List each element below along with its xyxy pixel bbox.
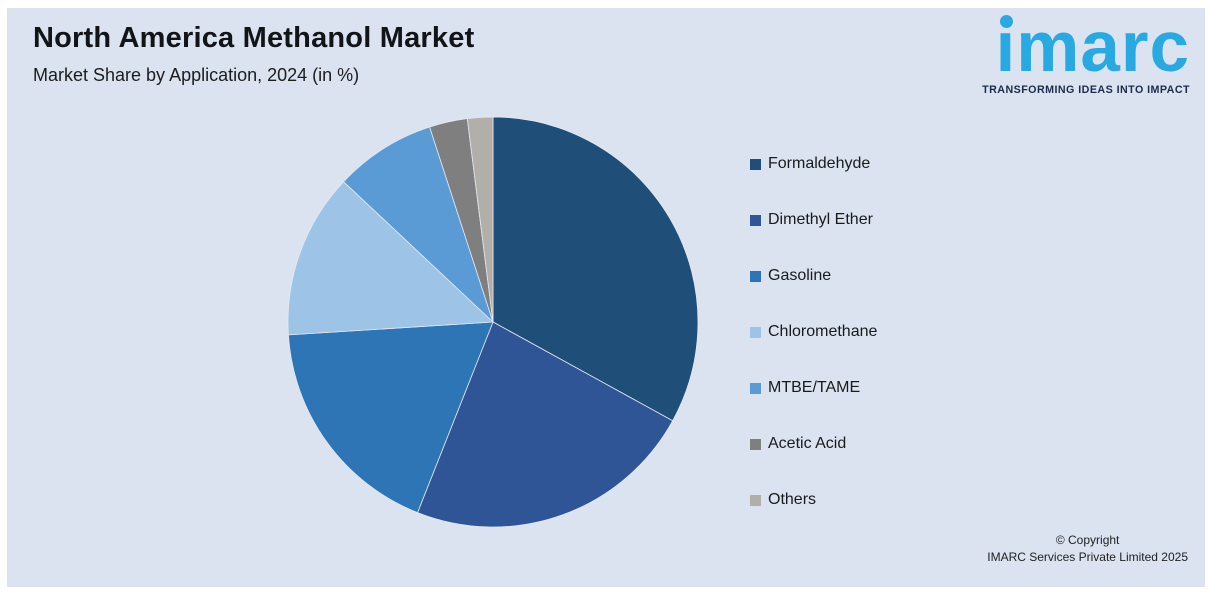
pie-slice-mtbe-tame bbox=[342, 126, 494, 323]
copyright-line2: IMARC Services Private Limited 2025 bbox=[987, 550, 1188, 564]
pie-slice-others bbox=[466, 116, 494, 323]
chart-subtitle: Market Share by Application, 2024 (in %) bbox=[33, 65, 360, 85]
legend-label: Chloromethane bbox=[768, 323, 878, 340]
page-title: North America Methanol Market bbox=[33, 22, 475, 54]
copyright: © Copyright IMARC Services Private Limit… bbox=[987, 532, 1188, 566]
legend-item-gasoline: Gasoline bbox=[750, 266, 877, 286]
legend-label: MTBE/TAME bbox=[768, 379, 861, 396]
chart-canvas: North America Methanol Market Market Sha… bbox=[7, 8, 1205, 587]
legend-swatch-icon bbox=[750, 214, 761, 226]
imarc-logo: ımarc TRANSFORMING IDEAS INTO IMPACT bbox=[950, 12, 1190, 96]
pie-chart bbox=[287, 116, 699, 528]
pie-slice-chloromethane bbox=[287, 181, 494, 336]
legend-label: Gasoline bbox=[768, 267, 832, 284]
legend-swatch-icon bbox=[750, 158, 761, 170]
legend-item-mtbe-tame: MTBE/TAME bbox=[750, 378, 877, 398]
legend-item-chloromethane: Chloromethane bbox=[750, 322, 877, 342]
legend: Formaldehyde Dimethyl Ether Gasoline Chloro… bbox=[750, 154, 877, 510]
legend-swatch-icon bbox=[750, 270, 761, 282]
logo-i-dot-icon bbox=[999, 15, 1013, 28]
legend-item-others: Others bbox=[750, 490, 877, 510]
legend-item-acetic-acid: Acetic Acid bbox=[750, 434, 877, 454]
legend-item-dimethyl-ether: Dimethyl Ether bbox=[750, 210, 877, 230]
legend-swatch-icon bbox=[750, 382, 761, 394]
pie-slice-dimethyl-ether bbox=[417, 321, 674, 528]
pie-slice-gasoline bbox=[287, 321, 494, 514]
legend-swatch-icon bbox=[750, 438, 761, 450]
legend-label: Formaldehyde bbox=[768, 155, 871, 172]
legend-item-formaldehyde: Formaldehyde bbox=[750, 154, 877, 174]
legend-label: Acetic Acid bbox=[768, 435, 847, 452]
legend-swatch-icon bbox=[750, 326, 761, 338]
pie-slice-formaldehyde bbox=[492, 116, 699, 422]
logo-wordmark: ımarc bbox=[996, 12, 1190, 83]
legend-label: Dimethyl Ether bbox=[768, 211, 873, 228]
legend-label: Others bbox=[768, 491, 817, 508]
logo-tagline: TRANSFORMING IDEAS INTO IMPACT bbox=[982, 84, 1190, 96]
legend-swatch-icon bbox=[750, 494, 761, 506]
logo-brand-text: ımarc bbox=[995, 8, 1190, 87]
copyright-line1: © Copyright bbox=[1055, 533, 1120, 547]
